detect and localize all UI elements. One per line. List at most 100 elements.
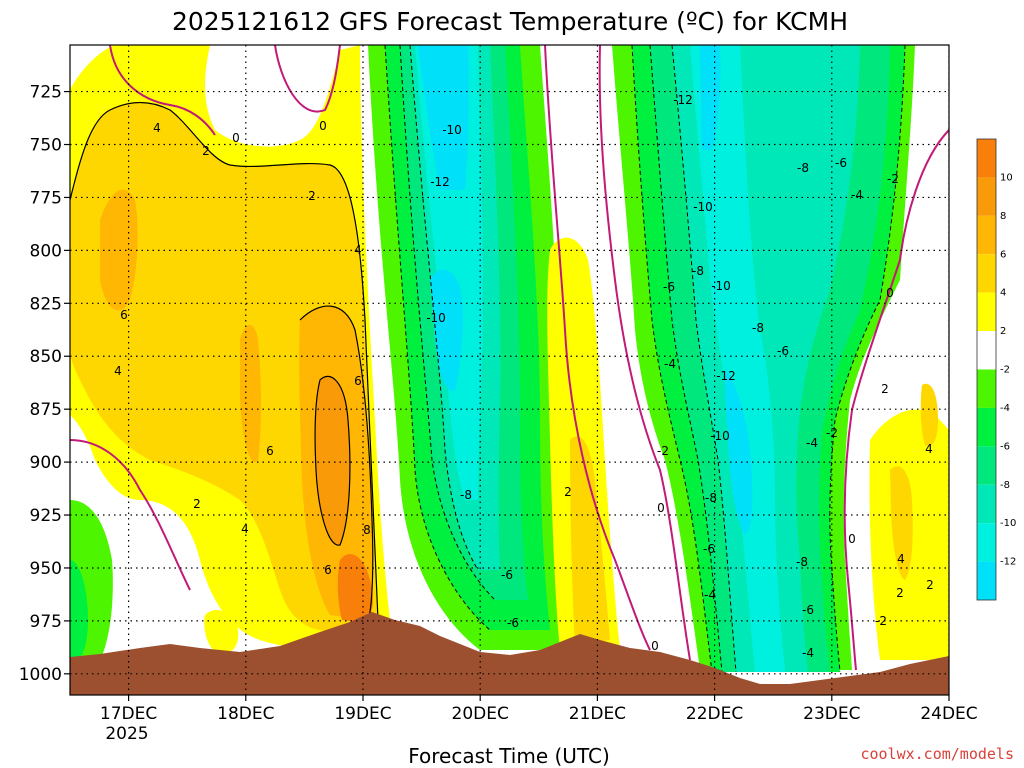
colorbar-label: 2: [1000, 326, 1006, 337]
contour-label: -6: [802, 603, 814, 617]
contour-minus8-east: [671, 45, 737, 673]
contour-label: 2: [881, 382, 889, 396]
warm-region-plus8: [315, 376, 350, 546]
contour-label: -4: [851, 188, 863, 202]
y-axis: 725 750 775 800 825 850 875 900 925 950 975 1000: [19, 83, 70, 685]
y-tick-label: 925: [30, 506, 62, 526]
colorbar-segment: [977, 523, 996, 562]
x-tick-label: 17DEC: [100, 704, 157, 724]
contour-label: -12: [716, 369, 736, 383]
contour-label: 0: [657, 501, 665, 515]
contour-label: 8: [363, 523, 371, 537]
contour-label: 2: [564, 485, 572, 499]
x-tick-label: 20DEC: [452, 704, 509, 724]
contour-label: -4: [664, 357, 676, 371]
warm-region-plus10: [337, 554, 373, 622]
warm-region-plus4-east-2: [920, 383, 938, 447]
contour-label: -6: [663, 280, 675, 294]
contour-label: 6: [354, 374, 362, 388]
colorbar-segment: [977, 561, 996, 600]
colorbar-segment: [977, 139, 996, 178]
colorbar-label: -2: [1000, 365, 1010, 376]
x-tick-label: 21DEC: [569, 704, 626, 724]
contour-label: -4: [806, 436, 818, 450]
warm-region-plus4-center: [570, 436, 610, 645]
colorbar-label: 8: [1000, 211, 1006, 222]
contour-label: -8: [797, 161, 809, 175]
contour-label: -2: [657, 444, 669, 458]
contour-label: 4: [114, 364, 122, 378]
x-axis: 17DEC 18DEC 19DEC 20DEC 21DEC 22DEC 23DEC 24DEC: [100, 695, 978, 724]
contour-label: -4: [802, 646, 814, 660]
contour-label: -8: [692, 264, 704, 278]
contour-6: [299, 305, 374, 621]
contour-label: -10: [442, 123, 462, 137]
contour-label: -6: [777, 344, 789, 358]
colorbar-segment: [977, 407, 996, 447]
contour-label: -2: [875, 614, 887, 628]
y-tick-label: 875: [30, 400, 62, 420]
contour-label: -6: [835, 156, 847, 170]
x-tick-label: 24DEC: [920, 704, 977, 724]
colorbar-segment: [977, 446, 996, 485]
x-tick-label: 23DEC: [803, 704, 860, 724]
contour-label: 4: [354, 243, 362, 257]
colorbar-label: -10: [1000, 518, 1016, 529]
contour-minus6: [399, 45, 496, 601]
contour-label: 4: [897, 552, 905, 566]
terrain-surface: [70, 612, 949, 695]
colorbar-segment: [977, 215, 996, 255]
colorbar-frame: [976, 138, 997, 601]
contour-4: [70, 101, 379, 621]
plot-area: [70, 45, 949, 695]
colorbar: 10 8 6 4 2 -2 -4 -6 -8 -10 -12: [976, 138, 1016, 601]
isotherm-0-north: [274, 45, 341, 113]
chart-title: 2025121612 GFS Forecast Temperature (ºC)…: [172, 7, 848, 36]
contour-minus6-east: [649, 45, 723, 673]
warm-contours: [70, 101, 379, 621]
contour-minus2-east: [829, 45, 906, 673]
contour-label: -2: [826, 426, 838, 440]
y-tick-label: 775: [30, 188, 62, 208]
contour-label: -12: [673, 93, 693, 107]
cold-region-minus12-east-low: [724, 370, 753, 535]
contour-label: 6: [324, 563, 332, 577]
contour-label: -8: [460, 488, 472, 502]
colorbar-label: 10: [1000, 172, 1013, 183]
colorbar-segment: [977, 292, 996, 332]
colorbar-label: 4: [1000, 288, 1006, 299]
warm-region-plus6: [100, 189, 138, 311]
cold-region-minus12: [418, 45, 469, 190]
contour-label: 0: [651, 639, 659, 653]
y-tick-label: 800: [30, 241, 62, 261]
contour-minus8: [409, 45, 479, 571]
contour-label: 6: [120, 308, 128, 322]
warm-region-plus4: [70, 102, 378, 631]
cold-region-minus12-east: [700, 45, 721, 150]
contour-label: -8: [796, 555, 808, 569]
x-tick-label: 22DEC: [686, 704, 743, 724]
contour-8: [314, 375, 351, 546]
contour-label: 0: [886, 286, 894, 300]
contour-label: 4: [925, 442, 933, 456]
contour-label: 0: [848, 532, 856, 546]
cold-region-minus10-east: [690, 45, 785, 672]
contour-label: -10: [710, 429, 730, 443]
x-axis-label: Forecast Time (UTC): [408, 744, 610, 768]
contour-label: 2: [926, 578, 934, 592]
contour-label: 2: [896, 586, 904, 600]
colorbar-segment: [977, 254, 996, 293]
contour-label: 4: [153, 121, 161, 135]
contour-label: 4: [241, 522, 249, 536]
warm-region-plus4-east: [890, 466, 913, 580]
contour-label: -10: [711, 279, 731, 293]
contour-label: 2: [202, 144, 210, 158]
contour-label-layer: 4 2 0 0 2 4 -10 -12 -12 -10 -8 -6 -4 -2 …: [114, 93, 934, 660]
grid-lines: [70, 45, 949, 695]
y-tick-label: 1000: [19, 665, 62, 685]
colorbar-segment: [977, 369, 996, 408]
contour-minus4-east: [631, 45, 713, 673]
isotherm-0-southwest: [70, 439, 191, 591]
colorbar-segment: [977, 177, 996, 216]
colorbar-segment: [977, 484, 996, 524]
